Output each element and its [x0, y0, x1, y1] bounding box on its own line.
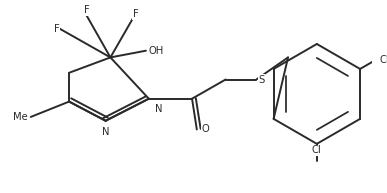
Text: F: F	[132, 9, 138, 19]
Text: F: F	[54, 24, 60, 34]
Text: F: F	[84, 5, 89, 15]
Text: OH: OH	[149, 46, 164, 56]
Text: Me: Me	[13, 112, 28, 122]
Text: S: S	[258, 74, 265, 85]
Text: Cl: Cl	[312, 145, 322, 155]
Text: N: N	[102, 127, 110, 137]
Text: O: O	[202, 124, 209, 135]
Text: Cl: Cl	[380, 55, 387, 65]
Text: N: N	[154, 103, 162, 113]
